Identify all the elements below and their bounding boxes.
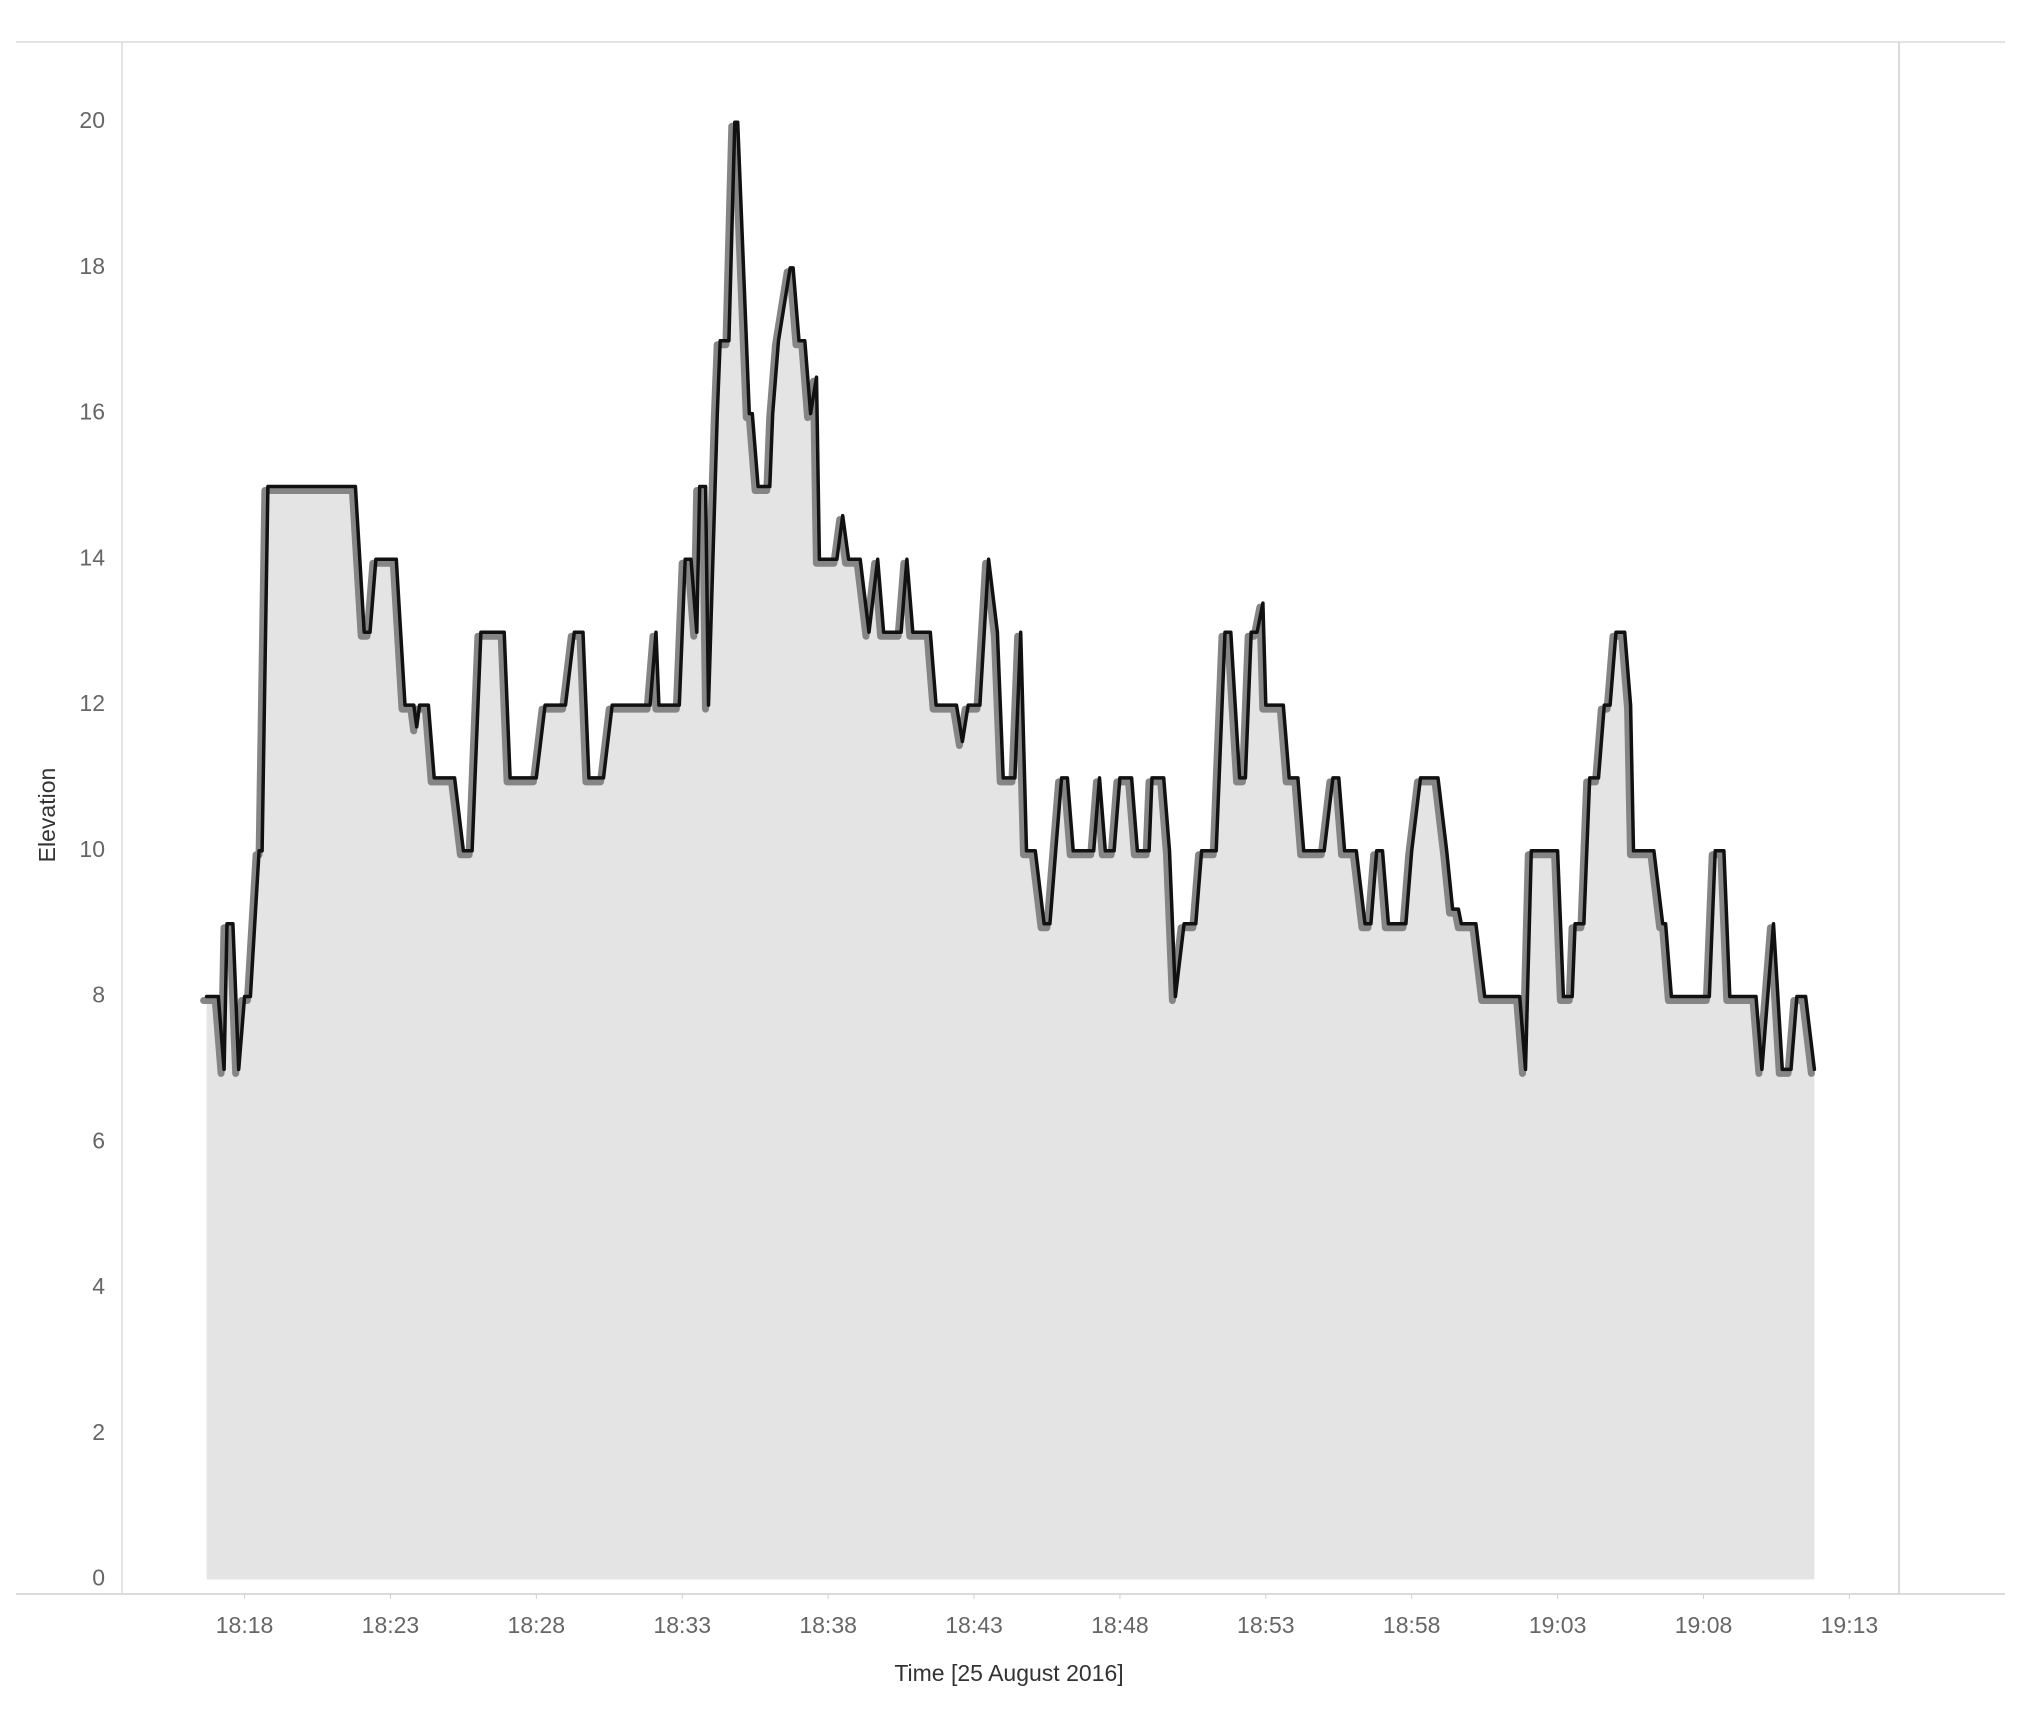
y-tick-label: 18 (79, 253, 105, 279)
x-tick-label: 18:18 (216, 1612, 274, 1638)
y-tick-label: 16 (79, 399, 105, 425)
x-tick-label: 18:53 (1237, 1612, 1295, 1638)
y-tick-label: 20 (79, 107, 105, 133)
x-tick-label: 18:43 (945, 1612, 1003, 1638)
y-tick-label: 14 (79, 544, 105, 570)
line-shadow (200, 122, 1815, 1077)
y-tick-label: 12 (79, 690, 105, 716)
y-tick-label: 6 (92, 1127, 105, 1153)
x-tick-label: 19:03 (1529, 1612, 1587, 1638)
y-tick-label: 2 (92, 1419, 105, 1445)
x-tick-label: 18:23 (362, 1612, 420, 1638)
y-tick-label: 8 (92, 982, 105, 1008)
x-tick-label: 18:33 (653, 1612, 711, 1638)
x-tick-label: 18:58 (1383, 1612, 1441, 1638)
x-tick-label: 19:08 (1675, 1612, 1733, 1638)
x-axis-title: Time [25 August 2016] (894, 1660, 1123, 1686)
y-tick-label: 4 (92, 1273, 105, 1299)
x-tick-label: 18:28 (508, 1612, 566, 1638)
y-axis-title: Elevation (34, 768, 60, 863)
x-tick-label: 19:13 (1821, 1612, 1879, 1638)
x-tick-label: 18:48 (1091, 1612, 1149, 1638)
plot (200, 120, 1817, 1580)
y-tick-label: 10 (79, 836, 105, 862)
area (206, 122, 1815, 1580)
x-tick-label: 18:38 (799, 1612, 857, 1638)
line (204, 120, 1817, 1072)
y-tick-label: 0 (92, 1565, 105, 1591)
